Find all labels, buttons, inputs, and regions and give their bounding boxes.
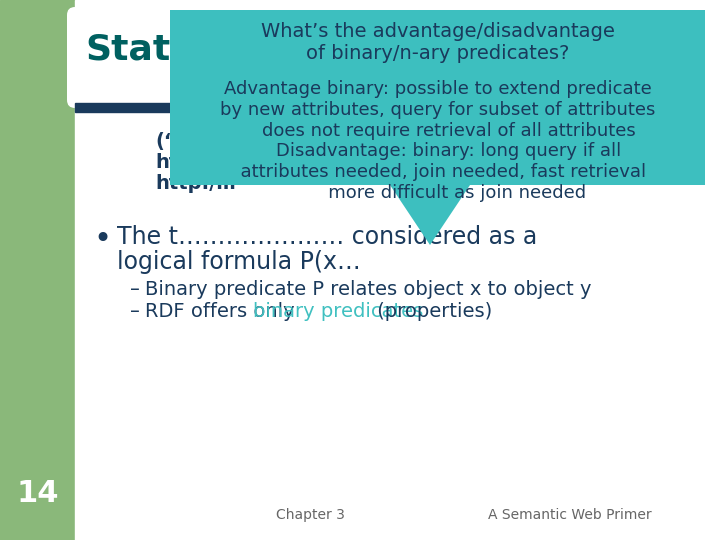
Text: What’s the advantage/disadvantage
of binary/n-ary predicates?: What’s the advantage/disadvantage of bin… xyxy=(261,22,614,63)
Text: (properties): (properties) xyxy=(371,302,492,321)
Text: –: – xyxy=(130,302,140,321)
Text: (“Dav…: (“Dav… xyxy=(155,132,238,151)
Text: http:/…: http:/… xyxy=(155,153,235,172)
Bar xyxy=(75,0,720,540)
Text: 14: 14 xyxy=(17,479,59,508)
Bar xyxy=(75,103,340,112)
Text: –: – xyxy=(130,280,140,299)
Text: http:/…: http:/… xyxy=(155,174,235,193)
Bar xyxy=(0,0,75,540)
Text: •: • xyxy=(93,225,111,254)
Text: A Semantic Web Primer: A Semantic Web Primer xyxy=(488,508,652,522)
FancyBboxPatch shape xyxy=(67,7,343,108)
Text: Advantage binary: possible to extend predicate
by new attributes, query for subs: Advantage binary: possible to extend pre… xyxy=(220,80,655,202)
Text: State: State xyxy=(85,33,194,67)
Text: Binary predicate P relates object x to object y: Binary predicate P relates object x to o… xyxy=(145,280,592,299)
Text: RDF offers only: RDF offers only xyxy=(145,302,301,321)
Bar xyxy=(170,10,705,185)
Text: binary predicates: binary predicates xyxy=(253,302,423,321)
Text: The t………………… considered as a: The t………………… considered as a xyxy=(117,225,537,249)
Polygon shape xyxy=(390,185,470,245)
Text: Chapter 3: Chapter 3 xyxy=(276,508,344,522)
Text: logical formula P(x…: logical formula P(x… xyxy=(117,250,361,274)
